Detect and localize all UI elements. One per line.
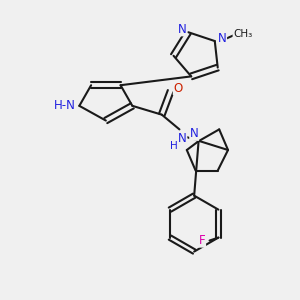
Text: CH₃: CH₃: [233, 29, 252, 39]
Text: N: N: [178, 132, 187, 145]
Text: N: N: [178, 23, 187, 36]
Text: H-N: H-N: [54, 99, 76, 112]
Text: N: N: [190, 127, 199, 140]
Text: N: N: [218, 32, 226, 45]
Text: H: H: [170, 141, 177, 151]
Text: O: O: [173, 82, 183, 95]
Text: F: F: [199, 234, 206, 247]
